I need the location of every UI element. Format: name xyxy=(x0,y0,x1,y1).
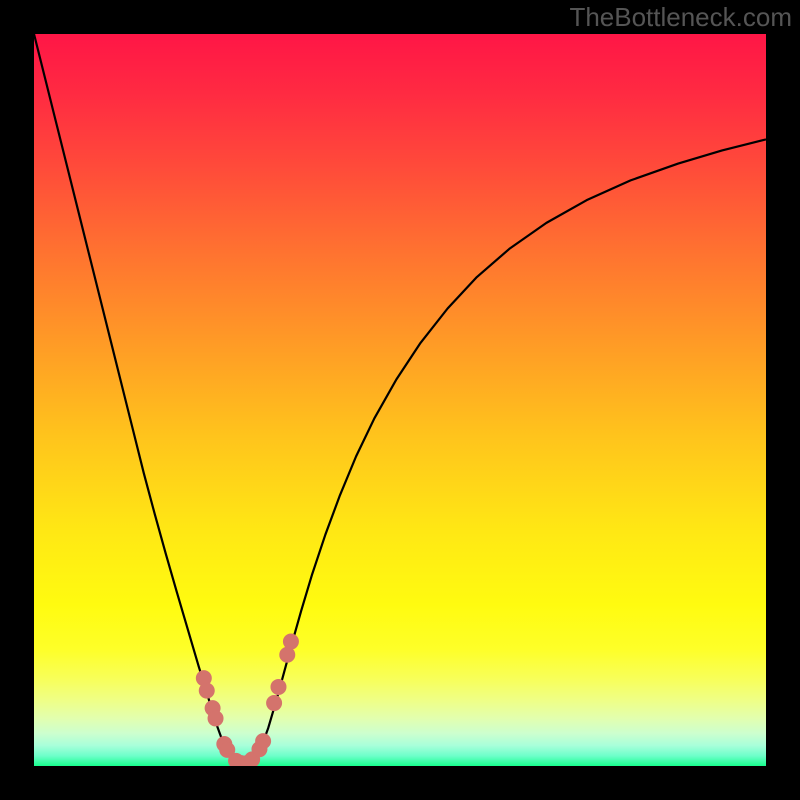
chart-svg-layer xyxy=(0,0,800,800)
data-marker xyxy=(267,696,282,711)
data-marker xyxy=(271,679,286,694)
data-marker xyxy=(256,734,271,749)
watermark-text: TheBottleneck.com xyxy=(569,2,792,33)
chart-frame: TheBottleneck.com xyxy=(0,0,800,800)
bottleneck-curve xyxy=(34,34,766,765)
data-marker xyxy=(199,683,214,698)
data-marker xyxy=(208,711,223,726)
data-marker xyxy=(283,634,298,649)
data-marker xyxy=(280,647,295,662)
